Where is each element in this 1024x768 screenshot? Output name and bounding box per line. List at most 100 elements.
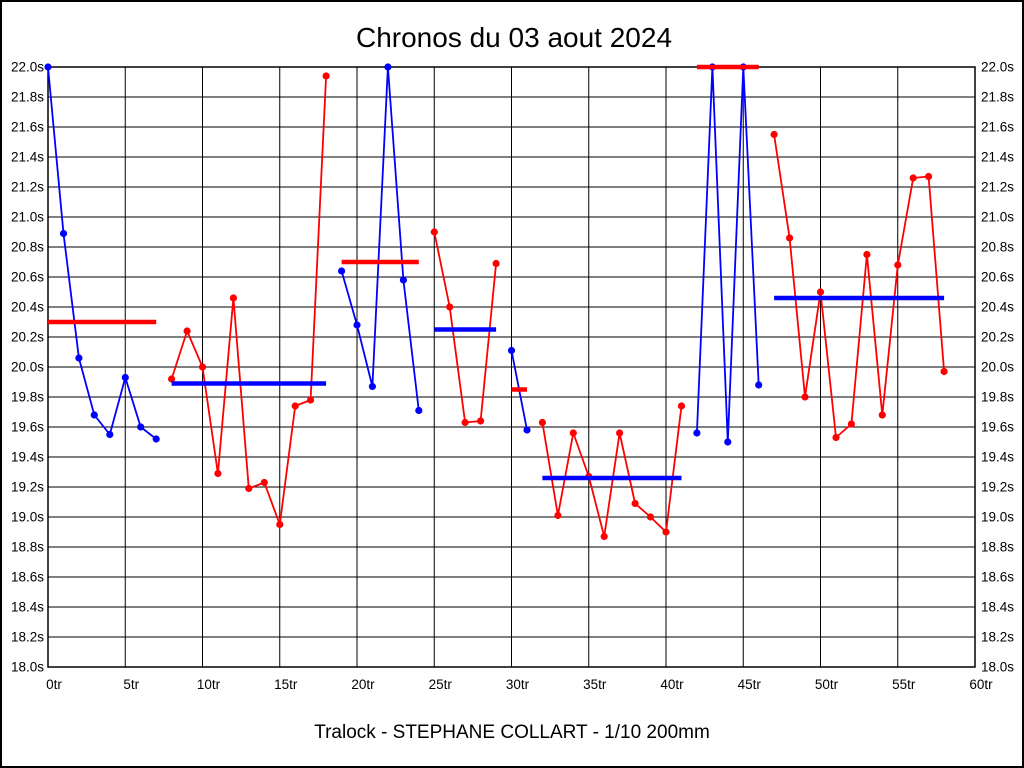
y-tick-label-left: 21.4s [11,150,44,165]
data-point-red [770,130,778,139]
y-tick-label-right: 21.2s [981,180,1014,195]
data-point-blue [507,346,516,355]
data-point-blue [384,63,392,71]
y-tick-label-left: 18.0s [11,660,44,675]
data-point-blue [44,63,52,71]
data-point-red [863,250,871,259]
data-point-blue [338,267,346,275]
y-tick-label-left: 20.4s [11,300,44,315]
data-point-red [786,234,794,242]
y-tick-label-left: 19.4s [11,450,44,465]
y-tick-label-left: 19.2s [11,480,44,495]
data-point-blue [137,423,145,431]
data-point-red [214,469,222,478]
data-point-red [616,429,624,437]
data-point-blue [353,321,361,329]
chart-caption: Tralock - STEPHANE COLLART - 1/10 200mm [314,722,710,743]
data-point-blue [693,429,701,437]
y-tick-label-right: 21.8s [981,90,1014,105]
series-line-blue [696,66,760,443]
y-tick-label-left: 19.6s [11,420,44,435]
y-tick-label-right: 19.2s [981,480,1014,495]
x-tick-label: 20tr [351,677,375,692]
y-tick-label-right: 21.4s [981,150,1014,165]
data-point-red [322,72,330,80]
plot-area: 22.0s 22.0s 21.8s 21.8s 21.6s 21.6s 21.4s 21.4s… [11,60,1014,693]
data-point-red [260,478,268,487]
data-point-red [430,228,438,236]
data-point-blue [106,430,114,439]
data-point-blue [368,382,376,391]
data-point-red [183,327,191,335]
x-tick-label: 30tr [506,677,530,692]
data-point-red [631,499,639,508]
y-tick-label-right: 18.8s [981,540,1014,555]
data-point-red [940,367,948,376]
x-tick-label: 25tr [429,677,453,692]
y-tick-label-right: 18.4s [981,600,1014,615]
y-tick-label-left: 18.2s [11,630,44,645]
data-point-red [909,174,917,182]
y-tick-label-right: 19.8s [981,390,1014,405]
y-tick-label-right: 18.0s [981,660,1014,675]
data-point-blue [523,426,531,434]
data-point-red [538,418,547,427]
data-point-blue [59,229,68,238]
data-point-red [446,303,454,311]
y-tick-label-left: 20.6s [11,270,44,285]
data-point-red [168,375,176,383]
y-tick-label-right: 20.0s [981,360,1014,375]
data-point-red [291,402,299,410]
data-point-red [878,411,886,419]
x-tick-label: 35tr [583,677,607,692]
series-line-blue [340,66,420,411]
y-tick-label-left: 20.8s [11,240,44,255]
x-tick-label: 0tr [46,677,62,692]
data-point-red [276,520,284,529]
data-point-blue [724,438,732,446]
y-tick-label-left: 21.6s [11,120,44,135]
y-tick-label-right: 18.2s [981,630,1014,645]
y-tick-label-right: 19.0s [981,510,1014,525]
y-tick-label-left: 18.8s [11,540,44,555]
x-tick-label: 55tr [892,677,916,692]
data-point-red [492,259,500,268]
y-tick-label-left: 22.0s [11,60,44,75]
y-tick-label-left: 18.4s [11,600,44,615]
y-tick-label-right: 20.2s [981,330,1014,345]
data-point-red [662,528,670,536]
chart-title: Chronos du 03 aout 2024 [356,22,672,53]
data-point-red [198,363,207,371]
data-point-blue [152,435,160,443]
y-tick-label-left: 19.8s [11,390,44,405]
data-point-red [307,396,315,404]
data-point-red [894,261,902,269]
data-point-blue [121,373,129,382]
data-point-blue [415,406,423,415]
x-tick-label: 60tr [969,677,993,692]
y-tick-label-right: 19.4s [981,450,1014,465]
y-tick-label-right: 20.4s [981,300,1014,315]
data-point-red [816,288,825,296]
y-tick-label-right: 21.0s [981,210,1014,225]
x-tick-label: 10tr [197,677,221,692]
data-point-blue [90,411,98,419]
plot-border [47,66,976,668]
data-point-red [832,433,840,442]
y-tick-label-left: 21.8s [11,90,44,105]
x-tick-label: 5tr [123,677,139,692]
data-point-red [925,172,933,181]
data-point-blue [399,276,407,284]
series-line-red [541,405,683,538]
y-tick-label-left: 20.0s [11,360,44,375]
y-tick-label-right: 18.6s [981,570,1014,585]
data-point-red [229,294,237,302]
y-tick-label-right: 20.6s [981,270,1014,285]
data-point-red [569,429,577,437]
y-tick-label-right: 21.6s [981,120,1014,135]
x-tick-label: 40tr [660,677,684,692]
data-point-red [677,402,686,410]
data-point-red [245,484,253,493]
data-point-blue [75,354,83,362]
